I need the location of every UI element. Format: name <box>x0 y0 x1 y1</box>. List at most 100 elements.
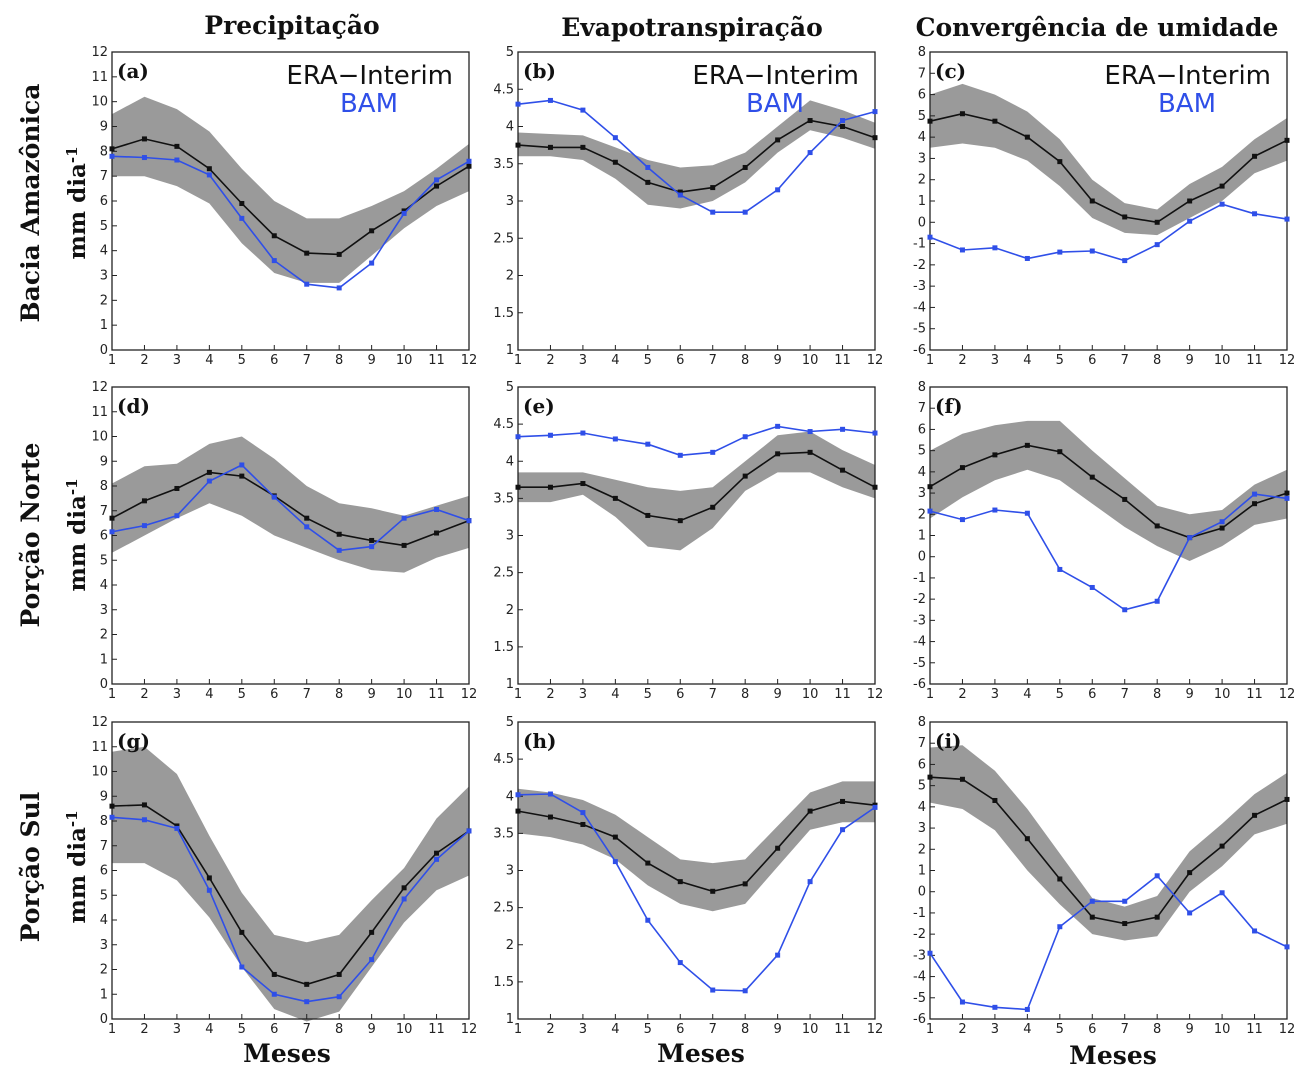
spread-band <box>112 96 469 283</box>
x-tick-label: 4 <box>611 353 619 368</box>
data-point-bam <box>369 260 375 266</box>
data-point-bam <box>1024 1006 1030 1012</box>
y-tick-label: 3 <box>918 151 926 166</box>
data-point-era <box>336 971 342 977</box>
y-tick-label: 5 <box>100 888 108 903</box>
data-point-bam <box>304 524 310 530</box>
y-tick-label: 3 <box>506 194 514 209</box>
x-tick-label: 1 <box>926 1022 934 1037</box>
x-tick-label: 8 <box>1153 353 1161 368</box>
data-point-bam <box>174 513 180 519</box>
y-tick-label: 4 <box>100 244 108 259</box>
data-point-bam <box>206 478 212 484</box>
x-axis-label-col1: Meses <box>243 1039 331 1068</box>
y-tick-label: -3 <box>913 948 926 963</box>
data-point-era <box>401 885 407 891</box>
x-tick-label: 12 <box>1279 1022 1296 1037</box>
data-point-era <box>742 473 748 479</box>
data-point-era <box>1057 159 1063 165</box>
row-unit-group-3: mm dia-1 <box>63 810 91 923</box>
y-tick-label: 4 <box>506 454 514 469</box>
data-point-bam <box>141 155 147 161</box>
y-tick-label: -1 <box>913 237 926 252</box>
series-line-bam <box>111 155 470 289</box>
x-tick-label: 2 <box>140 1022 148 1037</box>
y-tick-label: -6 <box>913 343 926 358</box>
x-tick-label: 11 <box>1246 687 1263 702</box>
data-point-bam <box>239 215 245 221</box>
x-tick-label: 11 <box>1246 1022 1263 1037</box>
data-point-era <box>1252 812 1258 818</box>
row-title-porcao-sul: Porção Sul <box>16 792 45 943</box>
data-point-bam <box>580 810 586 816</box>
x-tick-label: 1 <box>926 353 934 368</box>
data-point-bam <box>304 999 310 1005</box>
data-point-bam <box>677 452 683 458</box>
data-point-era <box>710 888 716 894</box>
series-line-bam <box>929 493 1288 611</box>
data-point-bam <box>369 544 375 550</box>
unit-exponent: -1 <box>63 146 81 163</box>
y-tick-label: 1 <box>100 652 108 667</box>
data-point-era <box>1219 525 1225 531</box>
row-title-bacia-amazonica: Bacia Amazônica <box>16 84 45 323</box>
y-tick-label: 11 <box>91 405 108 420</box>
data-point-era <box>434 183 440 189</box>
chart-panel: 11.522.533.544.551 2 3 4 5 6 7 8 9 10 11 12(e) <box>493 380 883 702</box>
x-tick-label: 6 <box>676 353 684 368</box>
panel-label: (b) <box>523 59 556 83</box>
x-tick-label: 11 <box>428 1022 445 1037</box>
data-point-era <box>1252 153 1258 159</box>
data-point-era <box>1154 219 1160 225</box>
data-point-bam <box>1154 598 1160 604</box>
x-tick-label: 1 <box>514 1022 522 1037</box>
y-tick-label: 5 <box>918 779 926 794</box>
data-point-era <box>547 814 553 820</box>
unit-text: mm dia <box>64 163 91 259</box>
x-tick-label: 11 <box>834 353 851 368</box>
data-point-bam <box>645 164 651 170</box>
data-point-bam <box>710 209 716 215</box>
x-tick-label: 8 <box>335 687 343 702</box>
data-point-era <box>369 537 375 543</box>
data-point-era <box>612 834 618 840</box>
data-point-era <box>1122 921 1128 927</box>
y-tick-label: 2 <box>100 963 108 978</box>
data-point-era <box>645 860 651 866</box>
y-tick-label: 3 <box>506 529 514 544</box>
y-tick-label: -6 <box>913 1012 926 1027</box>
x-tick-label: 2 <box>140 353 148 368</box>
x-tick-label: 4 <box>205 353 213 368</box>
y-tick-label: 8 <box>918 715 926 730</box>
data-point-era <box>775 845 781 851</box>
spread-band <box>518 431 875 551</box>
data-point-era <box>109 515 115 521</box>
y-tick-label: -4 <box>913 970 926 985</box>
x-tick-label: 2 <box>546 353 554 368</box>
data-point-era <box>206 875 212 881</box>
y-tick-label: 8 <box>918 45 926 60</box>
data-point-era <box>1284 490 1290 496</box>
data-point-bam <box>1024 255 1030 261</box>
y-tick-label: 1 <box>100 318 108 333</box>
data-point-bam <box>434 177 440 183</box>
data-point-bam <box>1252 211 1258 217</box>
data-point-era <box>141 498 147 504</box>
y-tick-label: -5 <box>913 991 926 1006</box>
data-point-era <box>206 469 212 475</box>
data-point-era <box>271 971 277 977</box>
y-tick-label: 1.5 <box>493 975 514 990</box>
data-point-era <box>927 484 933 490</box>
data-point-era <box>547 484 553 490</box>
x-tick-label: 2 <box>958 687 966 702</box>
data-point-bam <box>434 507 440 513</box>
data-point-bam <box>807 429 813 435</box>
x-tick-label: 7 <box>709 687 717 702</box>
y-tick-label: 3 <box>100 603 108 618</box>
x-tick-label: 10 <box>396 687 413 702</box>
y-tick-label: 4 <box>100 913 108 928</box>
y-tick-label: 10 <box>91 95 108 110</box>
legend-entry-bam: BAM <box>1158 89 1216 119</box>
data-point-bam <box>109 153 115 159</box>
